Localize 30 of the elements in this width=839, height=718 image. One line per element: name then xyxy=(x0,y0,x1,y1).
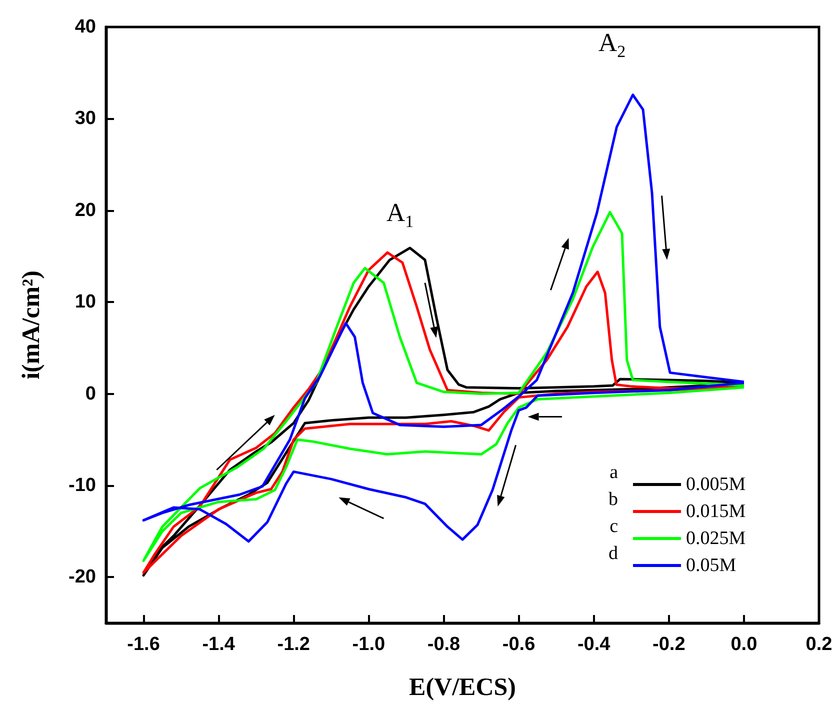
x-tick-label: 0.0 xyxy=(730,634,758,655)
legend-label: 0.025M xyxy=(686,528,746,549)
legend-label: 0.05M xyxy=(686,555,736,576)
line-series xyxy=(142,94,746,543)
annotation: A$_{2}$ xyxy=(598,28,626,62)
x-axis-title: E(V/ECS) xyxy=(409,674,516,701)
x-tick-label: -0.2 xyxy=(652,634,686,655)
x-tick-label: -0.8 xyxy=(427,634,460,655)
annotation: c xyxy=(610,516,618,538)
annotation: b xyxy=(608,489,618,511)
y-tick-label: -20 xyxy=(68,566,96,588)
legend-label: 0.015M xyxy=(686,501,746,522)
legend-label: 0.005M xyxy=(686,474,746,495)
x-tick-label: -0.6 xyxy=(502,634,536,655)
y-tick-label: 30 xyxy=(74,108,96,130)
y-axis-title: i(mA/cm²) xyxy=(18,270,45,380)
x-tick-label: -1.6 xyxy=(127,634,160,655)
y-tick-label: 0 xyxy=(85,383,96,404)
x-tick-label: -1.2 xyxy=(277,634,310,655)
y-tick-label: 20 xyxy=(74,200,96,221)
annotation: d xyxy=(608,543,618,565)
x-tick-label: -1.0 xyxy=(352,634,386,655)
x-tick-label: -0.4 xyxy=(577,634,611,655)
y-tick-label: 10 xyxy=(74,292,96,313)
y-tick-label: 40 xyxy=(74,16,96,38)
x-tick-label: -1.4 xyxy=(202,634,236,655)
annotation: a xyxy=(610,462,618,484)
x-tick-label: 0.2 xyxy=(806,634,832,655)
y-tick-label: -10 xyxy=(68,474,96,496)
annotation: A$_{1}$ xyxy=(386,198,414,232)
